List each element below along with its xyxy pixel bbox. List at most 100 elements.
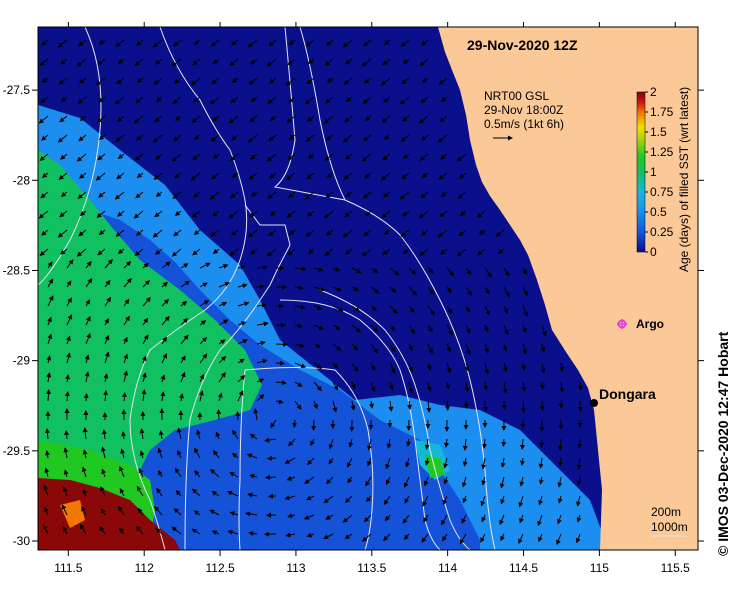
current-vector <box>484 267 492 278</box>
current-vector <box>190 172 201 181</box>
current-vector <box>383 191 391 198</box>
current-vector <box>480 495 486 507</box>
current-vector <box>419 153 429 161</box>
current-vector <box>370 343 379 354</box>
x-tick-label: 114.5 <box>509 561 538 575</box>
current-vector <box>287 248 296 256</box>
current-vector <box>180 263 189 269</box>
current-vector <box>424 438 430 450</box>
current-vector <box>193 96 201 103</box>
current-vector <box>193 229 201 236</box>
current-vector <box>135 96 144 104</box>
current-vector <box>304 96 315 105</box>
current-vector <box>294 400 302 410</box>
current-vector <box>231 77 239 84</box>
current-vector <box>216 409 222 421</box>
current-vector <box>155 191 163 198</box>
current-vector <box>193 134 201 141</box>
current-vector <box>307 210 315 217</box>
current-vector <box>462 457 468 467</box>
current-vector <box>427 305 435 316</box>
current-vector <box>459 172 467 179</box>
current-vector <box>421 533 429 543</box>
current-vector <box>459 533 467 545</box>
current-vector <box>249 473 258 479</box>
y-tick-label: -29 <box>13 354 31 368</box>
current-vector <box>191 210 201 218</box>
current-vector <box>161 261 171 269</box>
current-vector <box>294 304 306 310</box>
current-vector <box>171 153 182 162</box>
current-vector <box>217 392 223 402</box>
current-vector <box>47 261 53 269</box>
current-vector <box>39 248 49 256</box>
current-vector <box>380 172 391 181</box>
current-vector <box>229 153 239 161</box>
current-vector <box>538 495 544 506</box>
current-vector <box>556 533 562 546</box>
current-vector <box>154 210 163 218</box>
current-vector <box>256 358 268 364</box>
current-vector <box>228 115 239 124</box>
current-vector <box>463 400 469 409</box>
current-vector <box>557 457 563 467</box>
current-vector <box>438 172 448 180</box>
current-vector <box>370 267 379 273</box>
current-vector <box>481 514 487 523</box>
current-vector <box>141 372 147 383</box>
current-vector <box>269 172 277 179</box>
land <box>438 27 698 550</box>
current-vector <box>199 353 208 364</box>
current-vector <box>47 333 53 345</box>
current-vector <box>114 191 125 200</box>
current-vector <box>288 438 296 447</box>
current-vector <box>104 259 113 269</box>
current-vector <box>269 77 277 84</box>
current-vector <box>370 362 376 371</box>
current-vector <box>173 134 182 142</box>
current-vector <box>304 476 315 484</box>
current-vector <box>152 229 163 238</box>
current-vector <box>247 134 258 143</box>
current-vector <box>323 533 334 540</box>
current-vector <box>199 299 210 307</box>
current-vector <box>83 393 89 402</box>
current-vector <box>250 191 258 198</box>
current-vector <box>347 457 353 468</box>
current-vector <box>313 286 326 292</box>
current-vector <box>180 317 189 326</box>
current-vector <box>446 343 451 353</box>
current-vector <box>288 39 296 46</box>
current-vector <box>445 381 451 390</box>
current-vector <box>97 153 106 161</box>
y-tick-label: -28 <box>13 173 31 187</box>
current-vector <box>313 400 318 410</box>
current-vector <box>502 343 508 352</box>
scale-legend-200m: 200m <box>651 505 681 519</box>
current-vector <box>408 305 415 313</box>
current-vector <box>501 400 507 410</box>
current-vector <box>199 262 211 269</box>
current-vector <box>421 134 429 141</box>
current-vector <box>557 514 562 525</box>
current-vector <box>323 210 334 219</box>
current-vector <box>325 514 334 520</box>
current-vector <box>209 509 220 516</box>
current-vector <box>457 191 467 199</box>
current-vector <box>438 77 448 85</box>
current-vector <box>363 39 372 47</box>
current-vector <box>292 419 298 428</box>
current-vector <box>522 267 528 275</box>
current-vector <box>231 229 239 236</box>
current-vector <box>218 282 231 288</box>
current-vector <box>154 115 163 123</box>
current-vector <box>443 476 449 485</box>
colorbar-tick-label: 1.75 <box>650 105 674 119</box>
current-vector <box>174 172 182 179</box>
current-vector <box>39 58 49 66</box>
current-vector <box>306 457 315 466</box>
colorbar-tick-label: 1.5 <box>650 125 667 139</box>
current-vector <box>350 381 356 390</box>
current-vector <box>100 508 106 516</box>
current-vector <box>325 476 334 485</box>
